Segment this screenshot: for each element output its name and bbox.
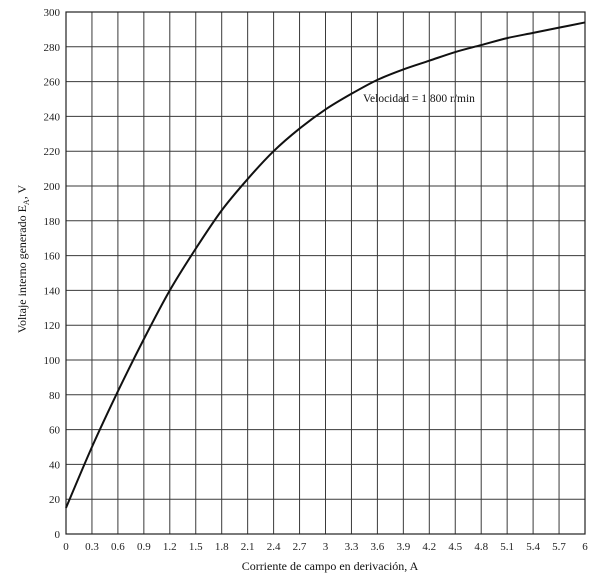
magnetization-curve: [65, 21, 586, 509]
y-tick-label: 40: [49, 459, 61, 471]
x-tick-label: 5.4: [526, 541, 540, 553]
x-tick-label: 4.5: [448, 541, 462, 553]
x-tick-label: 0.9: [137, 541, 151, 553]
x-tick-label: 4.8: [474, 541, 488, 553]
x-axis-title: Corriente de campo en derivación, A: [242, 559, 419, 573]
x-tick-label: 0.6: [111, 541, 125, 553]
x-tick-label: 1.2: [163, 541, 177, 553]
x-tick-label: 5.1: [500, 541, 514, 553]
y-tick-label: 140: [44, 285, 61, 297]
x-tick-label: 4.2: [422, 541, 436, 553]
y-tick-label: 260: [44, 77, 61, 89]
y-tick-label: 300: [44, 7, 61, 19]
grid: [65, 11, 586, 535]
x-tick-label: 2.4: [267, 541, 281, 553]
y-axis-title-unit: , V: [15, 185, 29, 200]
series-layer: [65, 21, 586, 509]
x-tick-label: 3.6: [371, 541, 385, 553]
y-tick-label: 240: [44, 111, 61, 123]
y-tick-label: 160: [44, 251, 61, 263]
y-tick-label: 120: [44, 320, 61, 332]
x-tick-label: 1.8: [215, 541, 229, 553]
y-tick-label: 60: [49, 425, 61, 437]
y-tick-label: 280: [44, 42, 61, 54]
x-tick-label: 0.3: [85, 541, 99, 553]
y-tick-label: 180: [44, 216, 61, 228]
x-tick-label: 1.5: [189, 541, 203, 553]
y-tick-label: 100: [44, 355, 61, 367]
y-tick-label: 20: [49, 494, 61, 506]
y-tick-label: 200: [44, 181, 61, 193]
x-tick-label: 3.3: [345, 541, 359, 553]
y-axis-title-main: Voltaje interno generado E: [15, 205, 29, 333]
y-axis-title-sub: A: [22, 199, 31, 205]
x-tick-label: 2.1: [241, 541, 255, 553]
tick-labels: 0 0.3 0.6 0.9 1.2 1.5 1.8 2.1 2.4 2.7 3 3.3 3.6 3.9 4.…: [44, 7, 589, 553]
y-tick-label: 220: [44, 146, 61, 158]
x-tick-label: 6: [582, 541, 588, 553]
plot-frame: [65, 11, 586, 535]
x-tick-label: 0: [63, 541, 69, 553]
x-tick-label: 3: [323, 541, 329, 553]
y-tick-label: 80: [49, 390, 61, 402]
x-tick-label: 3.9: [396, 541, 410, 553]
x-tick-label: 5.7: [552, 541, 566, 553]
y-axis-title: Voltaje interno generado EA, V: [15, 185, 31, 334]
y-tick-label: 0: [55, 529, 61, 541]
x-tick-label: 2.7: [293, 541, 307, 553]
annotation-speed: Velocidad = 1 800 r/min: [363, 93, 475, 105]
